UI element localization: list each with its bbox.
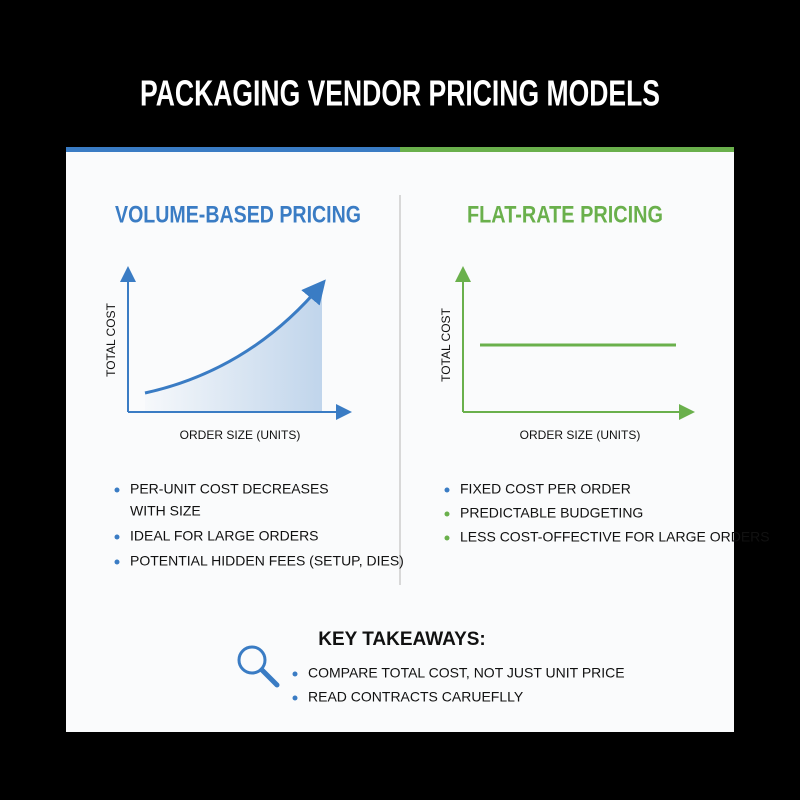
bullet-text: WITH SIZE (130, 503, 201, 519)
bullet-dot (444, 535, 450, 541)
panel-title: FLAT-RATE PRICING (467, 201, 663, 228)
cost-curve (144, 279, 326, 395)
bullet-text: IDEAL FOR LARGE ORDERS (130, 528, 319, 544)
bullet-text: READ CONTRACTS CARUEFLLY (308, 689, 524, 705)
bullet-dot (292, 671, 298, 677)
bullet-dot (444, 511, 450, 517)
magnifier-icon (237, 645, 280, 688)
bullet-dot (114, 487, 120, 493)
x-axis-label: ORDER SIZE (UNITS) (180, 428, 301, 442)
bullet-dot (292, 695, 298, 701)
curve-area (145, 282, 322, 412)
stripe-green (400, 147, 734, 152)
bullet-text: PREDICTABLE BUDGETING (460, 505, 643, 521)
bullet-text: LESS COST-OFFECTIVE FOR LARGE ORDERS (460, 529, 770, 545)
bullet-text: POTENTIAL HIDDEN FEES (SETUP, DIES) (130, 553, 404, 569)
bullet-text: PER-UNIT COST DECREASES (130, 481, 329, 497)
bullet-text: COMPARE TOTAL COST, NOT JUST UNIT PRICE (308, 665, 625, 681)
bullet-text: FIXED COST PER ORDER (460, 481, 631, 497)
takeaways-title: KEY TAKEAWAYS: (318, 629, 486, 650)
page-title: PACKAGING VENDOR PRICING MODELS (140, 73, 660, 114)
y-axis-label: TOTAL COST (104, 302, 118, 376)
bullet-dot (114, 534, 120, 540)
panel-title: VOLUME-BASED PRICING (115, 201, 361, 228)
x-axis-label: ORDER SIZE (UNITS) (520, 428, 641, 442)
bullet-dot (114, 559, 120, 565)
stripe-blue (66, 147, 400, 152)
bullet-dot (444, 487, 450, 493)
y-axis-label: TOTAL COST (439, 307, 453, 381)
